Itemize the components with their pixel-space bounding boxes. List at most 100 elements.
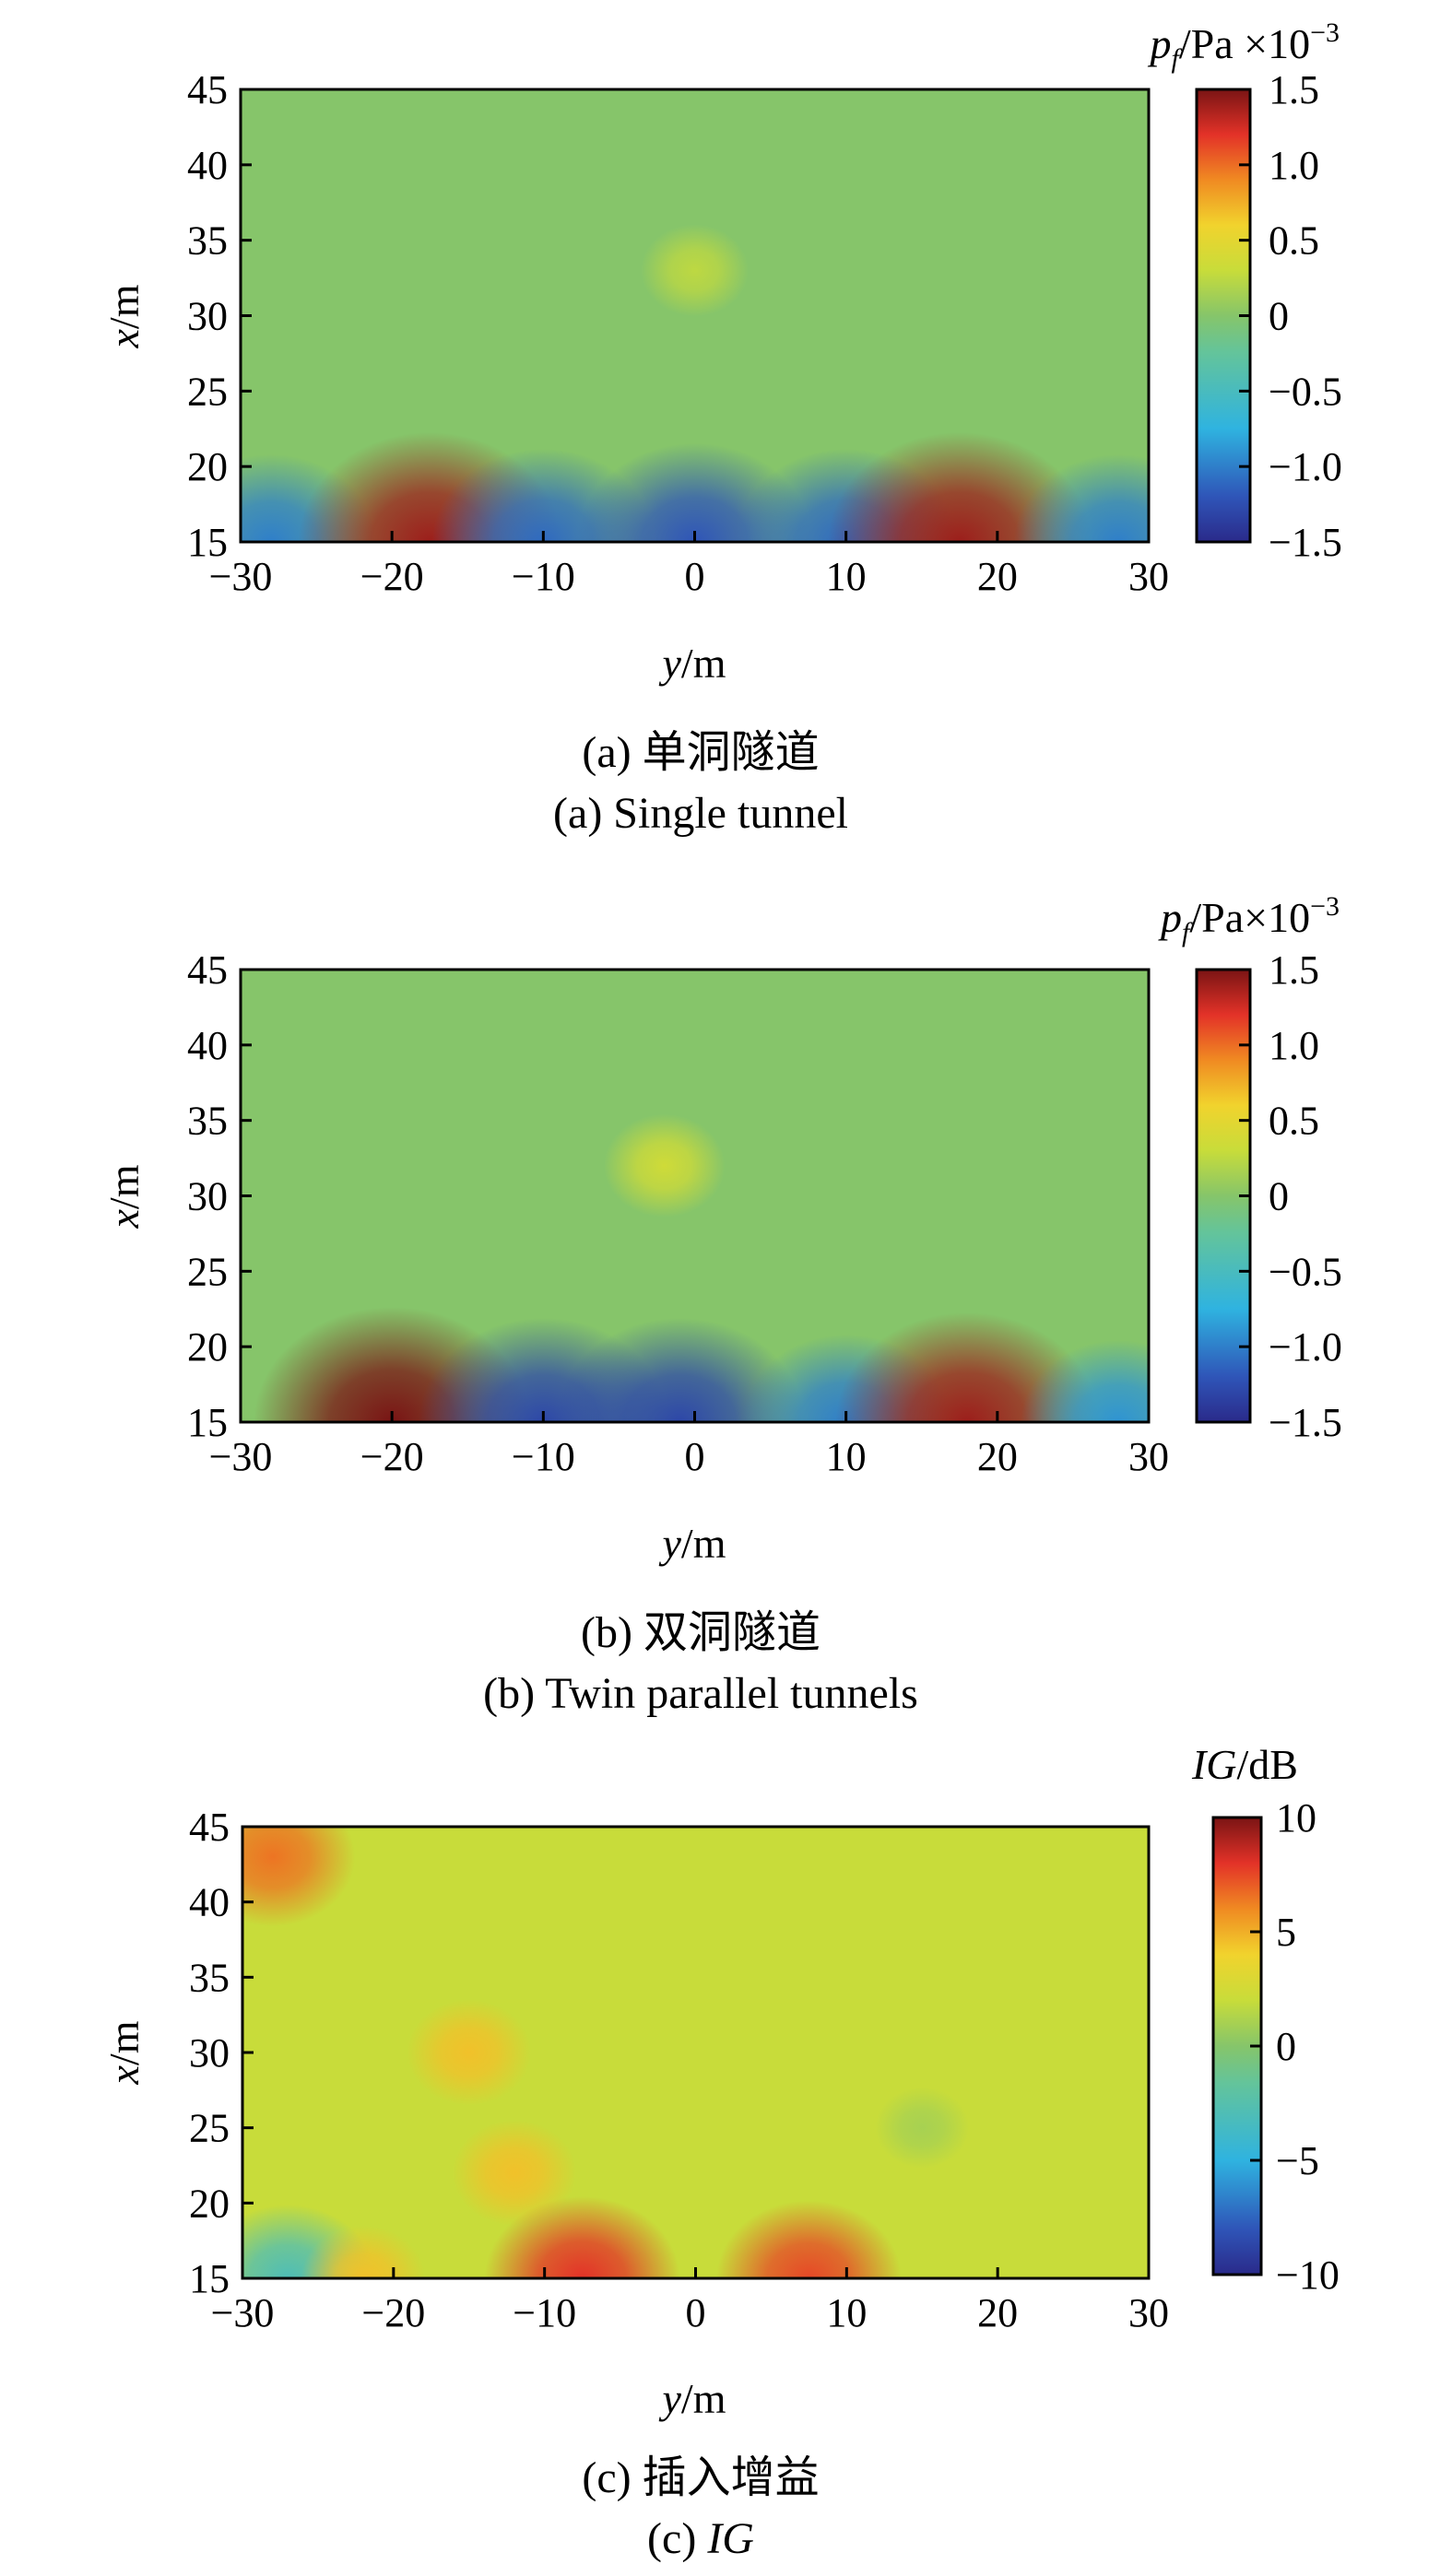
x-tick-label: 10 (826, 2290, 867, 2335)
heatmap-feature (484, 2196, 680, 2278)
y-tick-label: 15 (189, 2256, 230, 2301)
y-axis-label-c: x/m (100, 2020, 148, 2085)
caption-b-cn: (b) 双洞隧道 (581, 1608, 820, 1657)
y-tick-label: 15 (187, 1400, 228, 1445)
heatmap-c-background (242, 1827, 1149, 2278)
heatmap-feature (452, 2120, 577, 2227)
x-tick-label: 10 (826, 554, 867, 599)
colorbar-tick-label: 1.5 (1269, 947, 1319, 993)
colorbar-title-c: IG/dB (1191, 1741, 1298, 1788)
colorbar-tick-label: 0.5 (1269, 1099, 1319, 1144)
x-ticks-c: −30 −20 −10 0 10 20 30 (211, 2267, 1169, 2335)
colorbar-ticks-b: 1.5 1.0 0.5 0 −0.5 −1.0 −1.5 (1239, 947, 1342, 1445)
y-tick-label: 35 (187, 218, 228, 264)
colorbar-tick-label: 0.5 (1269, 218, 1319, 264)
y-tick-label: 20 (189, 2181, 230, 2226)
colorbar-tick-label: 0 (1276, 2024, 1296, 2069)
x-tick-label: 20 (977, 554, 1018, 599)
colorbar-tick-label: 0 (1269, 1174, 1289, 1219)
x-tick-label: 0 (685, 1434, 705, 1479)
x-tick-label: −10 (512, 1434, 575, 1479)
heatmap-c (242, 1827, 1149, 2278)
x-tick-label: −30 (209, 554, 273, 599)
colorbar-tick-label: −10 (1276, 2253, 1340, 2298)
colorbar-tick-label: 1.5 (1269, 67, 1319, 112)
x-tick-label: 30 (1128, 1434, 1169, 1479)
x-tick-label: 20 (977, 1434, 1018, 1479)
y-tick-label: 35 (187, 1099, 228, 1144)
x-tick-label: 0 (686, 2290, 706, 2335)
y-tick-label: 30 (189, 2030, 230, 2076)
colorbar-tick-label: −1.5 (1269, 1400, 1342, 1445)
colorbar-title-b: pf/Pa×10−3 (1158, 891, 1340, 947)
x-axis-label-b: y/m (659, 1520, 726, 1567)
colorbar-tick-label: 10 (1276, 1795, 1316, 1841)
x-tick-label: 30 (1128, 2290, 1169, 2335)
heatmap-feature (875, 2087, 970, 2169)
heatmap-b-features (254, 1113, 1149, 1422)
y-axis-label-a: x/m (100, 284, 148, 348)
y-tick-label: 25 (187, 1249, 228, 1294)
heatmap-feature (242, 1827, 356, 1927)
y-tick-label: 20 (187, 444, 228, 489)
caption-c-cn: (c) 插入增益 (582, 2453, 819, 2502)
heatmap-feature (407, 1999, 532, 2106)
heatmap-feature (604, 1113, 726, 1217)
heatmap-a-features (241, 224, 1149, 542)
y-tick-label: 30 (187, 294, 228, 339)
x-tick-label: 0 (685, 554, 705, 599)
colorbar-tick-label: −0.5 (1269, 1249, 1342, 1294)
y-tick-label: 35 (189, 1955, 230, 2000)
colorbar-tick-label: 5 (1276, 1910, 1296, 1955)
x-tick-label: −20 (361, 2290, 425, 2335)
heatmap-a (241, 89, 1149, 542)
y-tick-label: 25 (189, 2106, 230, 2151)
x-tick-label: −10 (512, 554, 575, 599)
caption-b-en: (b) Twin parallel tunnels (483, 1669, 918, 1718)
y-axis-label-b: x/m (100, 1164, 148, 1229)
colorbar-tick-label: −1.0 (1269, 1324, 1342, 1370)
x-tick-label: −10 (513, 2290, 576, 2335)
heatmap-feature (1021, 1340, 1149, 1422)
colorbar-ticks-c: 10 5 0 −5 −10 (1250, 1795, 1340, 2298)
heatmap-c-features (242, 1827, 970, 2278)
colorbar-tick-label: 1.0 (1269, 1023, 1319, 1068)
colorbar-tick-label: −5 (1276, 2138, 1319, 2183)
colorbar-tick-label: −0.5 (1269, 369, 1342, 414)
caption-a-en: (a) Single tunnel (553, 789, 848, 838)
y-tick-label: 45 (187, 947, 228, 993)
colorbar-tick-label: 1.0 (1269, 143, 1319, 188)
y-tick-label: 45 (187, 67, 228, 112)
x-axis-label-c: y/m (659, 2375, 726, 2422)
colorbar-tick-label: −1.0 (1269, 444, 1342, 489)
y-tick-label: 20 (187, 1324, 228, 1370)
y-ticks-a: 15 20 25 30 35 40 45 (187, 67, 252, 565)
heatmap-b (241, 970, 1149, 1422)
y-tick-label: 15 (187, 520, 228, 565)
x-tick-label: −30 (209, 1434, 273, 1479)
y-tick-label: 40 (187, 143, 228, 188)
y-tick-label: 40 (187, 1023, 228, 1068)
x-ticks-a: −30 −20 −10 0 10 20 30 (209, 531, 1169, 599)
x-ticks-b: −30 −20 −10 0 10 20 30 (209, 1411, 1169, 1479)
y-tick-label: 25 (187, 369, 228, 414)
x-tick-label: 10 (826, 1434, 867, 1479)
x-tick-label: −20 (360, 554, 424, 599)
caption-a-cn: (a) 单洞隧道 (582, 728, 819, 777)
colorbar-title-a: pf/Pa ×10−3 (1148, 18, 1340, 74)
x-tick-label: 30 (1128, 554, 1169, 599)
x-tick-label: −30 (211, 2290, 275, 2335)
colorbar-ticks-a: 1.5 1.0 0.5 0 −0.5 −1.0 −1.5 (1239, 67, 1342, 565)
y-tick-label: 45 (189, 1805, 230, 1850)
y-ticks-c: 15 20 25 30 35 40 45 (189, 1805, 254, 2301)
x-tick-label: 20 (977, 2290, 1018, 2335)
caption-c-en: (c) IG (647, 2514, 754, 2563)
x-tick-label: −20 (360, 1434, 424, 1479)
heatmap-feature (554, 1318, 805, 1422)
y-tick-label: 30 (187, 1174, 228, 1219)
y-tick-label: 40 (189, 1880, 230, 1925)
x-axis-label-a: y/m (659, 640, 726, 687)
